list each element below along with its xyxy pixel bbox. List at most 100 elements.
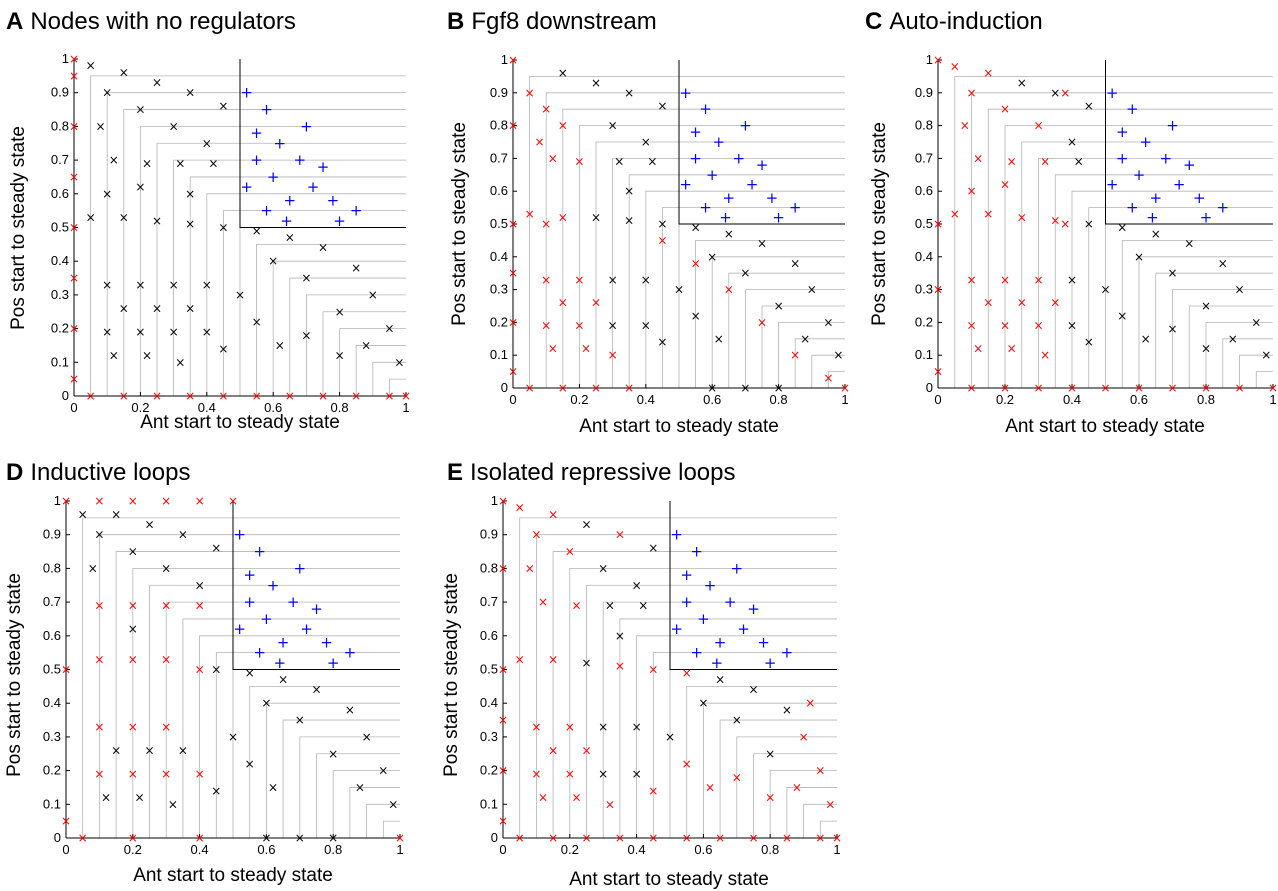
data-point: × xyxy=(558,119,568,133)
grid-line xyxy=(322,311,406,396)
data-point: × xyxy=(508,53,518,67)
y-tick-label: 0.6 xyxy=(915,183,933,198)
data-point: × xyxy=(548,652,558,666)
grid-line xyxy=(1239,354,1273,388)
data-point: × xyxy=(698,696,708,710)
data-point: × xyxy=(558,296,568,310)
grid-line xyxy=(1172,289,1273,388)
data-point: × xyxy=(61,663,71,677)
data-point: × xyxy=(548,743,558,757)
y-tick-label: 0.6 xyxy=(43,628,61,643)
data-point: × xyxy=(531,720,541,734)
y-tick-label: 0.8 xyxy=(51,118,69,133)
data-point: + xyxy=(1106,84,1119,102)
data-point: × xyxy=(615,659,625,673)
grid-line xyxy=(222,210,406,396)
data-point: + xyxy=(710,654,723,672)
data-point: + xyxy=(756,156,769,174)
grid-line xyxy=(569,568,837,838)
data-point: × xyxy=(69,170,79,184)
data-point: × xyxy=(1201,381,1211,395)
grid-line xyxy=(289,277,406,396)
x-tick-label: 1 xyxy=(841,392,848,407)
data-point: + xyxy=(317,158,330,176)
data-point: × xyxy=(1084,217,1094,231)
grid-A xyxy=(90,75,406,396)
data-point: × xyxy=(591,210,601,224)
scatter-plot-E: Ant start to steady state Pos start to s… xyxy=(441,493,842,890)
data-point: × xyxy=(195,663,205,677)
grid-line xyxy=(819,820,837,838)
data-point: × xyxy=(973,151,983,165)
grid-line xyxy=(1138,256,1273,388)
x-tick-label: 0.6 xyxy=(703,392,721,407)
y-tick-label: 0.4 xyxy=(480,695,498,710)
grid-line xyxy=(711,256,845,388)
data-point: × xyxy=(178,528,188,542)
x-tick-label: 0 xyxy=(70,400,77,415)
data-point: + xyxy=(746,176,759,194)
x-tick-label: 0 xyxy=(509,392,516,407)
data-point: × xyxy=(714,332,724,346)
x-tick-label: 1 xyxy=(833,842,840,857)
data-point: + xyxy=(1146,208,1159,226)
x-tick-label: 0.2 xyxy=(570,392,588,407)
data-point: × xyxy=(245,757,255,771)
data-point: × xyxy=(202,136,212,150)
data-point: × xyxy=(128,831,138,845)
data-point: × xyxy=(657,335,667,349)
data-point: × xyxy=(691,256,701,270)
data-point: + xyxy=(1126,199,1139,217)
grid-line xyxy=(702,702,837,838)
data-point: × xyxy=(825,797,835,811)
grid-line xyxy=(578,125,845,388)
data-point: × xyxy=(169,325,179,339)
data-point: × xyxy=(498,713,508,727)
x-tick-label: 0.2 xyxy=(996,392,1014,407)
quadrant-boundary-C xyxy=(1105,60,1273,225)
data-point: × xyxy=(598,561,608,575)
panel-C: C Auto-induction Ant start to steady stat… xyxy=(855,0,1278,440)
scatter-plot-C: Ant start to steady state Pos start to s… xyxy=(869,52,1278,437)
grid-line xyxy=(282,719,400,838)
data-point: × xyxy=(966,184,976,198)
grid-line xyxy=(529,76,845,388)
data-point: + xyxy=(772,208,785,226)
data-point: × xyxy=(252,389,262,403)
data-point: × xyxy=(558,210,568,224)
data-point: + xyxy=(250,124,263,142)
data-point: × xyxy=(531,528,541,542)
data-point: × xyxy=(1067,135,1077,149)
data-point: × xyxy=(109,349,119,363)
data-point: × xyxy=(152,76,162,90)
data-point: × xyxy=(218,221,228,235)
data-point: + xyxy=(737,620,750,638)
data-point: × xyxy=(682,831,692,845)
grid-line xyxy=(139,126,406,396)
data-point: + xyxy=(739,117,752,135)
data-point: × xyxy=(69,221,79,235)
data-point: × xyxy=(261,696,271,710)
data-point: × xyxy=(1040,348,1050,362)
data-point: × xyxy=(960,119,970,133)
data-point: + xyxy=(280,212,293,230)
data-point: × xyxy=(202,278,212,292)
y-tick-label: 0.5 xyxy=(480,662,498,677)
data-point: + xyxy=(293,151,306,169)
data-point: + xyxy=(699,199,712,217)
data-point: + xyxy=(253,543,266,561)
y-tick-label: 0.1 xyxy=(43,796,61,811)
grid-line xyxy=(645,190,845,388)
data-point: × xyxy=(152,214,162,228)
x-tick-label: 0.4 xyxy=(198,400,216,415)
data-point: × xyxy=(1251,315,1261,329)
data-point: × xyxy=(782,703,792,717)
x-tick-label: 0.8 xyxy=(324,842,342,857)
grid-line xyxy=(811,354,845,388)
data-point: × xyxy=(525,207,535,221)
grid-line xyxy=(1155,272,1273,388)
data-point: + xyxy=(1166,117,1179,135)
y-tick-label: 0.6 xyxy=(480,628,498,643)
data-point: × xyxy=(78,507,88,521)
data-point: × xyxy=(581,518,591,532)
